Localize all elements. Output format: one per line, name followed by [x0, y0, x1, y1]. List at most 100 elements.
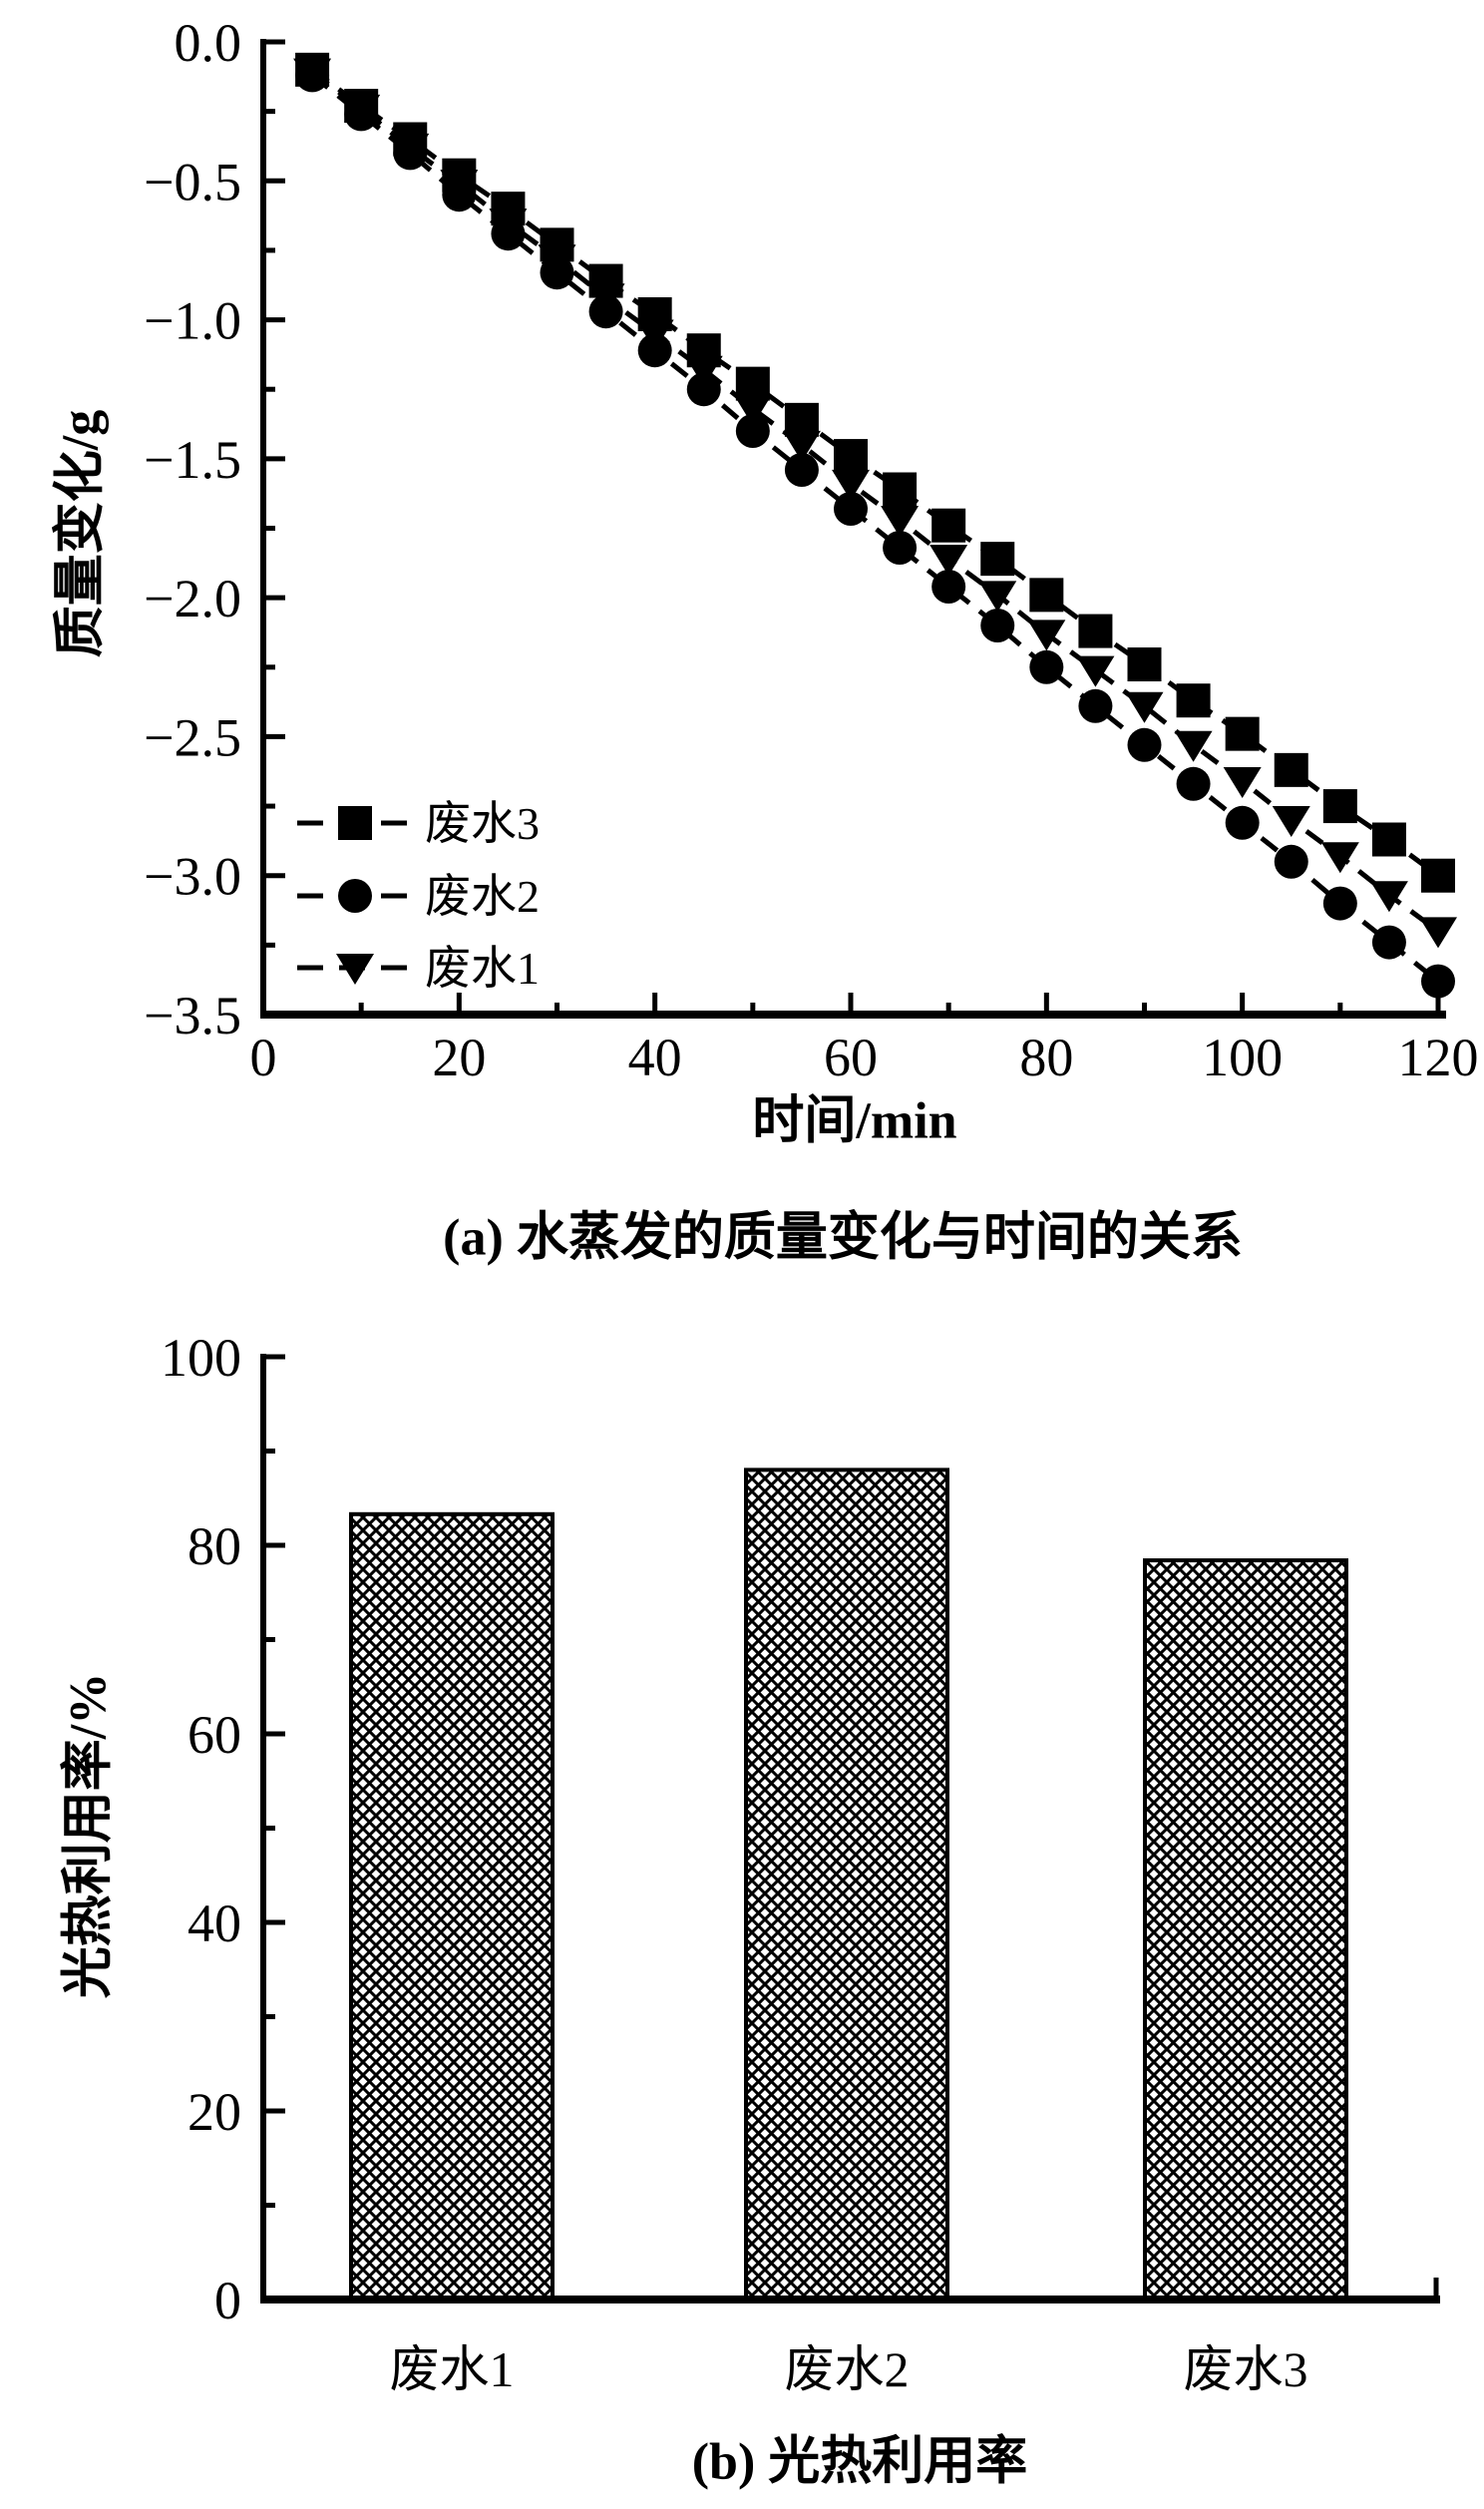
- data-point-marker: [342, 94, 381, 126]
- data-point-marker: [782, 430, 821, 462]
- chart-a-y-tick-label: −3.5: [144, 986, 241, 1045]
- chart-b-category-label: 废水2: [785, 2341, 910, 2397]
- data-point-marker: [883, 531, 918, 565]
- series-triangle-down: [293, 58, 1457, 949]
- data-point-marker: [489, 209, 528, 240]
- chart-b-y-tick-label: 40: [187, 1893, 241, 1953]
- data-point-marker: [1076, 655, 1115, 687]
- data-point-marker: [929, 545, 968, 577]
- chart-a-x-tick-label: 120: [1398, 1028, 1479, 1087]
- legend-marker-circle: [338, 879, 372, 913]
- data-point-marker: [735, 414, 770, 448]
- data-point-marker: [832, 469, 870, 501]
- chart-a-x-axis-label: 时间/min: [752, 1092, 957, 1150]
- data-point-marker: [1174, 730, 1213, 762]
- data-point-marker: [1369, 881, 1408, 913]
- chart-a-x-tick-label: 60: [824, 1028, 878, 1087]
- chart-a-y-tick-label: −2.5: [144, 707, 241, 767]
- chart-a-x-tick-label: 100: [1202, 1028, 1283, 1087]
- data-point-marker: [980, 542, 1015, 577]
- chart-b-y-tick-label: 60: [187, 1705, 241, 1765]
- data-point-marker: [1223, 767, 1262, 798]
- chart-b-y-axis-label: 光热利用率/%: [60, 1672, 118, 1999]
- legend-label: 废水1: [425, 943, 540, 994]
- chart-a-y-tick-label: −3.0: [144, 847, 241, 907]
- data-point-marker: [1127, 727, 1162, 762]
- bar-chart-b: 0 20 40 60 80 100 废水1 废水2 废水3: [161, 1328, 1440, 2397]
- data-point-marker: [1029, 578, 1064, 613]
- data-point-marker: [1274, 844, 1308, 879]
- chart-b-category-label: 废水1: [390, 2341, 515, 2397]
- legend-marker-triangle-down: [336, 954, 374, 985]
- data-point-marker: [1078, 688, 1113, 723]
- data-point-marker: [1225, 805, 1260, 840]
- chart-b-y-tick-label: 20: [187, 2082, 241, 2142]
- bar-2: [744, 1467, 949, 2301]
- data-point-marker: [1027, 620, 1066, 651]
- legend-label: 废水2: [425, 871, 540, 922]
- legend-entry-0: 废水3: [297, 798, 540, 849]
- legend-marker-square: [338, 806, 372, 840]
- series-line-0: [310, 67, 1440, 878]
- data-point-marker: [1176, 683, 1211, 718]
- data-point-marker: [1322, 886, 1357, 921]
- data-point-marker: [1125, 691, 1164, 723]
- data-point-marker: [1322, 789, 1357, 824]
- data-point-marker: [881, 506, 920, 538]
- chart-a-y-axis-label: 质量变化/g: [52, 409, 110, 658]
- data-point-marker: [1029, 649, 1064, 684]
- chart-a-x-tick-label: 80: [1019, 1028, 1073, 1087]
- data-point-marker: [1127, 647, 1162, 681]
- data-point-marker: [980, 609, 1015, 642]
- data-point-marker: [883, 472, 918, 507]
- data-point-marker: [1371, 925, 1406, 960]
- data-point-marker: [784, 453, 819, 487]
- chart-a-legend: 废水3 废水2 废水1: [297, 798, 540, 994]
- chart-a-y-tick-label: −1.5: [144, 430, 241, 490]
- data-point-marker: [1176, 766, 1211, 801]
- chart-a-x-tick-label: 40: [628, 1028, 682, 1087]
- data-point-marker: [586, 283, 625, 315]
- line-chart-a: 0 20 40 60 80 100 120 0.0 −0.5 −1.0 −1.5 −2.0 −2.5 −3…: [144, 13, 1478, 1087]
- chart-b-y-tick-label: 100: [161, 1328, 241, 1388]
- chart-a-y-tick-label: 0.0: [175, 13, 242, 73]
- chart-b-y-tick-label: 80: [187, 1516, 241, 1576]
- data-point-marker: [391, 133, 430, 165]
- chart-a-y-tick-label: −0.5: [144, 152, 241, 211]
- data-point-marker: [1371, 822, 1406, 857]
- data-point-marker: [1421, 858, 1455, 893]
- series-circle: [295, 58, 1455, 999]
- data-point-marker: [1421, 964, 1455, 999]
- data-point-marker: [1419, 917, 1457, 949]
- legend-label: 废水3: [425, 798, 540, 849]
- data-point-marker: [1272, 806, 1310, 837]
- chart-b-category-label: 废水3: [1184, 2341, 1308, 2397]
- data-point-marker: [834, 439, 868, 474]
- chart-b-y-tick-label: 0: [214, 2271, 241, 2330]
- data-point-marker: [733, 394, 772, 426]
- chart-a-caption: (a) 水蒸发的质量变化与时间的关系: [443, 1209, 1243, 1267]
- chart-a-x-tick-label: 20: [432, 1028, 486, 1087]
- data-point-marker: [978, 581, 1017, 613]
- data-point-marker: [538, 244, 576, 276]
- chart-b-caption: (b) 光热利用率: [691, 2433, 1028, 2491]
- data-point-marker: [686, 372, 721, 407]
- legend-entry-2: 废水1: [297, 943, 540, 994]
- data-point-marker: [440, 170, 479, 202]
- chart-a-x-tick-label: 0: [250, 1028, 277, 1087]
- data-point-marker: [1274, 752, 1308, 787]
- chart-a-y-tick-label: −2.0: [144, 569, 241, 628]
- data-point-marker: [293, 58, 332, 90]
- data-point-marker: [635, 319, 674, 351]
- legend-entry-1: 废水2: [297, 871, 540, 922]
- data-point-marker: [1078, 614, 1113, 648]
- data-point-marker: [1320, 842, 1359, 874]
- data-point-marker: [834, 492, 868, 526]
- data-point-marker: [684, 355, 723, 387]
- data-point-marker: [931, 508, 966, 543]
- chart-a-y-tick-label: −1.0: [144, 291, 241, 351]
- bar-1: [349, 1511, 555, 2302]
- bar-3: [1143, 1558, 1348, 2301]
